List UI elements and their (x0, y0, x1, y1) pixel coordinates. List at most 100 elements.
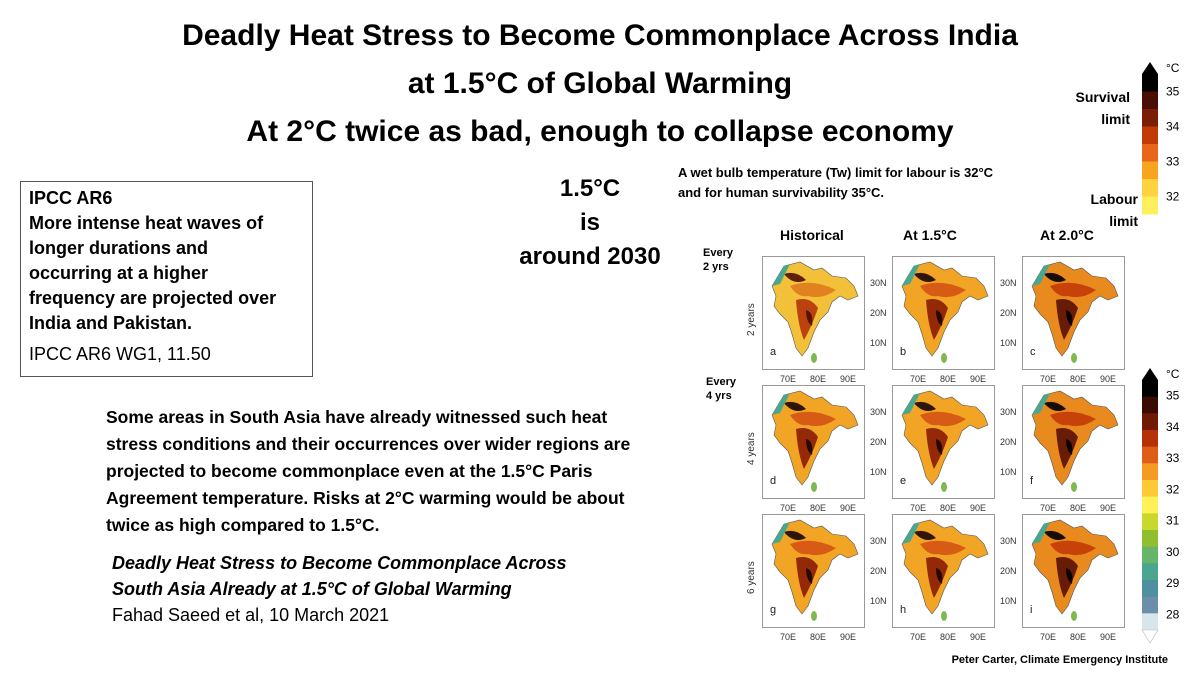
sri-lanka (811, 482, 817, 492)
ipcc-heading-line: IPCC AR6 (29, 188, 113, 208)
heat-stress-region (1066, 439, 1073, 455)
heat-stress-region (784, 401, 806, 411)
colorbar-swatch (1142, 446, 1158, 464)
longitude-label: 80E (810, 374, 827, 384)
heat-stress-region (936, 439, 943, 455)
column-header-1-5c: At 1.5°C (903, 227, 957, 243)
heat-stress-region (784, 272, 806, 282)
slide-credit: Peter Carter, Climate Emergency Institut… (951, 654, 1168, 666)
sri-lanka (941, 353, 947, 363)
citation: Deadly Heat Stress to Become Commonplace… (112, 550, 672, 628)
timing-line-2: is (579, 209, 600, 236)
colorbar-swatch (1142, 126, 1158, 145)
heat-stress-region (920, 282, 966, 298)
longitude-label: 80E (940, 632, 957, 642)
heat-stress-region (796, 557, 818, 598)
ipcc-heading-line: More intense heat waves of (29, 213, 264, 233)
colorbar-swatch (1142, 613, 1158, 631)
citation-title-line-1: Deadly Heat Stress to Become Commonplace… (112, 553, 567, 573)
heat-stress-region (914, 530, 936, 540)
ipcc-reference: IPCC AR6 WG1, 11.50 (29, 344, 211, 364)
heat-stress-region (1056, 557, 1078, 598)
sri-lanka (941, 611, 947, 621)
colorbar-tick-label: 34 (1166, 120, 1180, 134)
row-note-line: Every (703, 247, 733, 259)
heat-stress-region (784, 530, 806, 540)
ipcc-heading-line: India and Pakistan. (29, 313, 193, 333)
longitude-label: 80E (1070, 374, 1087, 384)
timing-line-3: around 2030 (519, 243, 661, 270)
colorbar-swatch (1142, 144, 1158, 162)
title-line-3: At 2°C twice as bad, enough to collapse … (246, 115, 954, 148)
heat-stress-region (1056, 299, 1078, 340)
colorbar-tick-label: 31 (1166, 514, 1180, 528)
coastal-region (902, 522, 920, 544)
heat-stress-region (1050, 282, 1096, 298)
summary-paragraph: Some areas in South Asia have already wi… (106, 404, 706, 539)
map-panel: f (1022, 385, 1125, 499)
longitude-label: 90E (1100, 503, 1117, 513)
timing-line-1: 1.5°C (559, 175, 621, 202)
colorbar-swatch (1142, 380, 1158, 398)
panel-letter: g (770, 604, 776, 616)
latitude-label: 20N (1000, 566, 1017, 576)
map-panel: a (762, 256, 865, 370)
longitude-label: 90E (970, 374, 987, 384)
panel-letter: f (1030, 475, 1034, 487)
colorbar-swatch (1142, 413, 1158, 431)
latitude-label: 10N (870, 596, 887, 606)
colorbar-tick-label: 30 (1166, 545, 1180, 559)
colorbar-swatch (1142, 179, 1158, 197)
coastal-region (902, 393, 920, 415)
heat-stress-region (806, 310, 813, 326)
heat-stress-region (936, 568, 943, 584)
heat-stress-region (1044, 530, 1066, 540)
longitude-label: 90E (840, 374, 857, 384)
colorbar-swatch (1142, 161, 1158, 180)
longitude-label: 70E (780, 503, 797, 513)
summary-line: stress conditions and their occurrences … (106, 434, 631, 454)
labour-limit-word: Labour (1090, 191, 1138, 207)
heat-stress-region (920, 540, 966, 556)
coastal-region (772, 264, 790, 286)
heat-stress-region (936, 310, 943, 326)
latitude-label: 30N (870, 536, 887, 546)
heat-stress-region (806, 568, 813, 584)
colorbar-swatch (1142, 109, 1158, 127)
latitude-label: 30N (1000, 407, 1017, 417)
wet-bulb-note-line-1: A wet bulb temperature (Tw) limit for la… (678, 165, 994, 180)
panel-letter: c (1030, 346, 1036, 358)
heat-stress-region (1044, 272, 1066, 282)
colorbar-tick-label: 29 (1166, 576, 1180, 590)
colorbar-unit: °C (1166, 61, 1180, 75)
latitude-label: 10N (1000, 596, 1017, 606)
map-panel: i (1022, 514, 1125, 628)
map-panel: b (892, 256, 995, 370)
heat-stress-region (1066, 568, 1073, 584)
top-colorbar: °C 35 34 33 32 (1142, 61, 1180, 215)
colorbar-swatch (1142, 480, 1158, 498)
colorbar-swatch (1142, 496, 1158, 514)
longitude-label: 70E (780, 632, 797, 642)
map-panel: g (762, 514, 865, 628)
survival-limit-label: Survival limit (1048, 86, 1130, 130)
longitude-label: 70E (910, 503, 927, 513)
latitude-label: 20N (870, 437, 887, 447)
latitude-label: 20N (870, 308, 887, 318)
longitude-label: 70E (780, 374, 797, 384)
survival-limit-word: Survival (1075, 89, 1130, 105)
column-header-historical: Historical (780, 227, 844, 243)
latitude-label: 30N (870, 278, 887, 288)
row-axis-label: 4 years (746, 432, 757, 465)
row-note-2yrs: Every 2 yrs (703, 246, 733, 274)
latitude-label: 10N (870, 467, 887, 477)
ipcc-heading-line: longer durations and (29, 238, 209, 258)
colorbar-swatch (1142, 513, 1158, 531)
colorbar-swatch (1142, 430, 1158, 448)
heat-stress-region (1066, 310, 1073, 326)
survival-limit-word: limit (1101, 111, 1130, 127)
row-note-line: Every (706, 376, 736, 388)
colorbar-swatch (1142, 530, 1158, 548)
summary-line: projected to become commonplace even at … (106, 461, 593, 481)
latitude-label: 20N (1000, 308, 1017, 318)
